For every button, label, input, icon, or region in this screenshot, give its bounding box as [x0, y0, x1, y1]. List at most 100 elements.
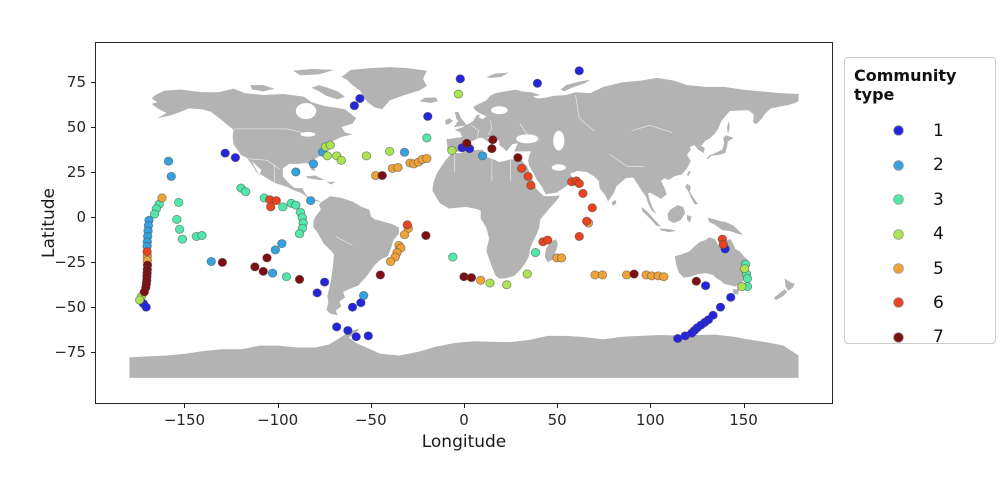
data-point-type-6: [581, 216, 592, 226]
x-axis-label: Longitude: [421, 432, 507, 452]
data-point-type-7: [258, 266, 268, 276]
x-tick-mark: [464, 404, 465, 408]
legend-entry-label: 5: [933, 258, 944, 279]
data-point-type-5: [399, 230, 410, 240]
land-africa: [432, 149, 560, 279]
land-south-america: [313, 196, 399, 316]
land-uk: [453, 111, 467, 128]
land-new-zealand-north: [784, 278, 795, 292]
data-point-type-1: [423, 111, 433, 121]
data-point-type-6: [718, 239, 728, 250]
data-point-type-3: [422, 133, 432, 143]
data-point-type-6: [574, 179, 584, 189]
data-point-type-6: [523, 171, 533, 181]
land-australia: [674, 237, 750, 287]
data-point-type-4: [361, 151, 372, 161]
sea-baltic: [490, 106, 508, 115]
data-point-type-4: [739, 264, 750, 274]
data-point-type-1: [220, 148, 230, 158]
land-japan: [706, 135, 734, 161]
y-tick-mark: [91, 81, 95, 83]
land-victoria-island: [250, 85, 275, 92]
data-point-type-6: [266, 202, 276, 212]
data-point-type-4: [502, 280, 512, 290]
data-point-type-3: [742, 273, 753, 284]
land-borneo: [667, 205, 686, 223]
y-tick-label: −75: [54, 342, 86, 361]
legend-marker-icon: [894, 298, 903, 308]
data-point-type-6: [574, 231, 584, 241]
data-point-type-1: [673, 334, 683, 344]
data-point-type-7: [217, 257, 228, 267]
country-borders: [233, 94, 673, 246]
data-point-type-1: [343, 325, 353, 335]
legend-entry-label: 7: [933, 327, 944, 348]
data-point-type-7: [377, 171, 387, 181]
data-point-type-1: [532, 78, 543, 88]
y-tick-label: 50: [66, 117, 86, 136]
land-ireland: [445, 118, 453, 125]
data-point-type-3: [240, 187, 251, 197]
data-point-type-1: [455, 74, 465, 84]
legend-entry: 6: [854, 286, 987, 320]
y-tick-mark: [91, 171, 95, 173]
data-point-type-7: [421, 231, 431, 241]
data-point-type-1: [230, 153, 241, 163]
data-point-type-1: [141, 302, 151, 312]
data-point-type-4: [336, 155, 347, 165]
land-java: [660, 228, 677, 232]
data-point-type-7: [250, 262, 260, 272]
data-point-type-2: [270, 245, 281, 255]
land-taiwan: [687, 171, 691, 177]
data-point-type-2: [358, 291, 369, 301]
data-point-type-4: [322, 151, 333, 161]
land-ellesmere: [293, 68, 334, 76]
legend-entry-label: 1: [933, 120, 944, 141]
data-point-type-1: [312, 288, 322, 298]
x-tick-label: 100: [636, 411, 665, 429]
scatter-points: [134, 66, 753, 344]
legend-marker-icon: [894, 160, 903, 170]
data-point-type-5: [556, 253, 567, 263]
data-point-type-3: [174, 224, 185, 234]
y-tick-label: 75: [66, 72, 86, 91]
y-tick-label: −25: [54, 252, 86, 271]
y-tick-label: −50: [54, 297, 86, 316]
legend-marker-icon: [894, 264, 903, 273]
data-point-type-6: [516, 163, 527, 173]
data-point-type-2: [477, 151, 488, 161]
legend: Community type 1 2 3 4 5 6 7: [844, 57, 996, 348]
data-point-type-3: [448, 252, 458, 262]
data-point-type-2: [267, 268, 278, 278]
y-tick-mark: [91, 126, 95, 128]
x-tick-mark: [743, 404, 745, 408]
data-point-type-3: [177, 234, 188, 244]
data-point-type-4: [325, 140, 335, 150]
legend-entry: 5: [854, 251, 987, 285]
land-greenland: [341, 67, 427, 110]
legend-entry: 3: [854, 183, 987, 217]
data-point-type-4: [485, 278, 495, 288]
data-point-type-2: [277, 239, 287, 249]
sea-persian-gulf: [551, 164, 566, 171]
y-tick-mark: [91, 306, 95, 308]
data-point-type-2: [399, 147, 410, 157]
data-point-type-4: [447, 145, 457, 155]
x-tick-mark: [370, 404, 372, 408]
data-point-type-3: [281, 272, 292, 282]
land-madagascar: [544, 239, 558, 263]
legend-entry: 1: [854, 114, 987, 148]
legend-entry-label: 3: [933, 189, 944, 210]
data-point-type-1: [355, 93, 365, 104]
sea-black-sea: [516, 134, 539, 144]
data-point-type-6: [402, 220, 413, 230]
land-baffin: [311, 85, 346, 100]
data-point-type-3: [197, 231, 207, 241]
data-point-type-2: [163, 156, 174, 166]
data-point-type-1: [331, 322, 342, 332]
data-point-type-3: [530, 248, 541, 258]
legend-marker-icon: [894, 195, 903, 205]
data-point-type-2: [291, 167, 301, 177]
data-point-type-7: [691, 276, 702, 286]
land-cuba: [306, 175, 325, 181]
